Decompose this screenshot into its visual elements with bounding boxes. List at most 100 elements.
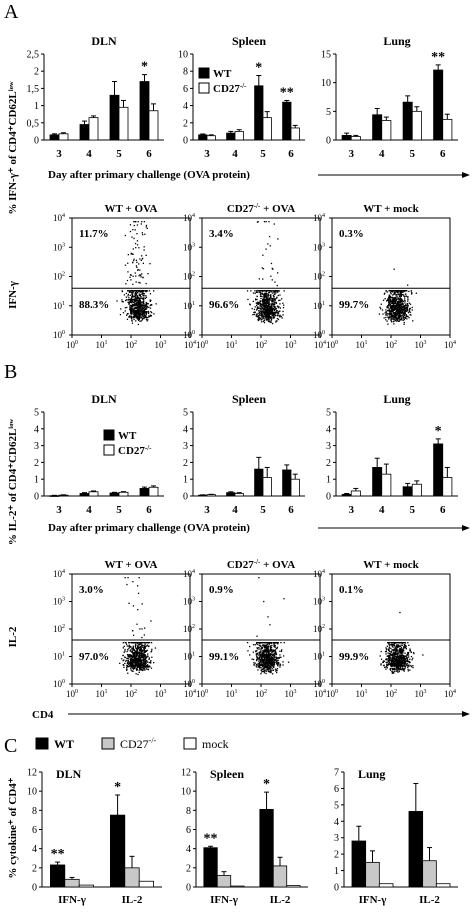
- bar-mock: [230, 885, 245, 888]
- bar-chart-a-spleen: Spleen 0 2 4 6 8 10 3 4 5 * 6 **: [178, 34, 305, 160]
- legend-panel-a: WT CD27-/-: [198, 67, 247, 95]
- x-decade-label: 102: [385, 340, 397, 350]
- y-tick-label: 12: [181, 768, 191, 779]
- chart-title: Lung: [358, 767, 385, 781]
- bar-wt: [139, 81, 150, 141]
- y-tick-label: 8: [32, 806, 37, 817]
- quadrant-label-lower: 88.3%: [79, 299, 109, 311]
- x-decade-label: 102: [385, 689, 397, 699]
- quadrant-label-lower: 99.7%: [339, 299, 369, 311]
- bar-mock: [435, 883, 451, 888]
- x-tick-label: 6: [440, 148, 446, 160]
- bar-wt: [341, 493, 352, 497]
- bar-wt: [282, 101, 292, 141]
- bar-chart-b-dln: DLN 0 1 2 3 4 5 3 4 5 6: [34, 392, 164, 516]
- bar-wt: [110, 814, 126, 888]
- bar-cd27-: [58, 133, 69, 141]
- significance-marker: *: [141, 60, 148, 75]
- bar-chart-a-lung: Lung 0 5 10 15 3 4 5 6 **: [321, 34, 458, 160]
- bar-wt: [351, 840, 367, 888]
- panel-b-x-arrowhead: [462, 525, 470, 531]
- y-tick-label: 10: [178, 50, 188, 61]
- x-decade-label: 100: [326, 340, 338, 350]
- y-tick-label: 2: [334, 850, 339, 861]
- y-decade-label: 101: [53, 652, 65, 662]
- x-tick-label: 4: [232, 148, 238, 160]
- significance-marker: *: [263, 777, 270, 792]
- quadrant-label-upper: 0.1%: [339, 584, 364, 596]
- y-decade-label: 104: [313, 213, 325, 223]
- y-tick-label: 5: [183, 408, 188, 419]
- y-tick-label: 2: [32, 863, 37, 874]
- bar-wt: [198, 134, 208, 141]
- x-tick-label: IFN-γ: [58, 894, 86, 906]
- bar-wt: [109, 94, 120, 141]
- bar-wt: [109, 492, 120, 497]
- y-decade-label: 100: [183, 679, 195, 689]
- y-tick-label: 1: [334, 866, 339, 877]
- x-tick-label: 4: [86, 148, 92, 160]
- y-decade-label: 104: [53, 569, 65, 579]
- quadrant-label-upper: 0.9%: [209, 584, 234, 596]
- x-decade-label: 100: [66, 689, 78, 699]
- legend-b-ko-swatch: [103, 444, 115, 456]
- y-tick-label: 10: [27, 787, 37, 798]
- bar-chart-b-spleen: Spleen 0 1 2 3 4 5 3 4 5 6: [183, 392, 305, 516]
- bar-cd27-: [290, 127, 300, 141]
- y-tick-label: 3: [34, 441, 39, 452]
- bar-wt: [402, 486, 413, 497]
- y-decade-label: 102: [313, 624, 325, 634]
- y-tick-label: 1: [34, 101, 39, 112]
- x-decade-label: 103: [155, 340, 167, 350]
- bar-wt: [226, 492, 236, 497]
- bar-wt: [79, 493, 90, 497]
- legend-a-ko-swatch: [198, 82, 210, 94]
- bar-chart-b-lung: Lung 0 1 2 3 4 5 3 4 5 6 *: [326, 392, 458, 516]
- event-cloud: [378, 268, 417, 325]
- x-decade-label: 102: [125, 689, 137, 699]
- y-tick-label: 6: [186, 825, 191, 836]
- y-decade-label: 101: [183, 652, 195, 662]
- x-tick-label: 5: [116, 504, 122, 516]
- legend-b-wt-swatch: [103, 429, 115, 441]
- bar-wt: [254, 85, 264, 141]
- quadrant-label-lower: 99.1%: [209, 651, 239, 663]
- bar-wt: [254, 468, 264, 497]
- chart-title: Lung: [383, 392, 410, 406]
- x-decade-label: 104: [444, 340, 456, 350]
- bar-cd27-: [381, 473, 392, 497]
- legend-a-wt-swatch: [198, 67, 210, 79]
- bar-wt: [372, 114, 383, 141]
- y-tick-label: 0: [183, 136, 188, 147]
- x-decade-label: 100: [326, 689, 338, 699]
- significance-marker: **: [431, 50, 445, 65]
- x-tick-label: 3: [56, 504, 62, 516]
- quadrant-label-upper: 0.3%: [339, 228, 364, 240]
- x-decade-label: 102: [255, 340, 267, 350]
- x-decade-label: 103: [415, 340, 427, 350]
- y-decade-label: 100: [183, 330, 195, 340]
- y-tick-label: 10: [321, 78, 331, 89]
- bar-wt: [139, 488, 150, 497]
- bar-wt: [259, 808, 274, 888]
- y-decade-label: 103: [183, 242, 195, 252]
- bar-wt: [402, 101, 413, 141]
- panel-b-y-axis-label: % IL-2⁺ of CD4⁺CD62Lˡᵒʷ: [7, 419, 19, 546]
- bar-cd27-: [411, 483, 422, 497]
- panel-b-flow-x-arrowhead: [462, 711, 470, 717]
- x-decade-label: 100: [196, 689, 208, 699]
- quadrant-label-upper: 3.0%: [79, 584, 104, 596]
- bar-cd27-: [290, 478, 300, 497]
- y-tick-label: 6: [334, 784, 339, 795]
- y-decade-label: 102: [183, 272, 195, 282]
- bar-chart-c-spleen: Spleen 0 2 4 6 8 10 12 IFN-γ ** IL-2 *: [181, 767, 308, 906]
- panel-letter-b: B: [4, 361, 17, 383]
- y-tick-label: 1,5: [27, 84, 40, 95]
- quadrant-label-lower: 97.0%: [79, 651, 109, 663]
- bar-cd27-: [148, 110, 159, 141]
- y-tick-label: 4: [34, 424, 39, 435]
- y-tick-label: 4: [32, 844, 37, 855]
- legend-b-ko-label: CD27-/-: [118, 444, 152, 457]
- y-tick-label: 8: [186, 806, 191, 817]
